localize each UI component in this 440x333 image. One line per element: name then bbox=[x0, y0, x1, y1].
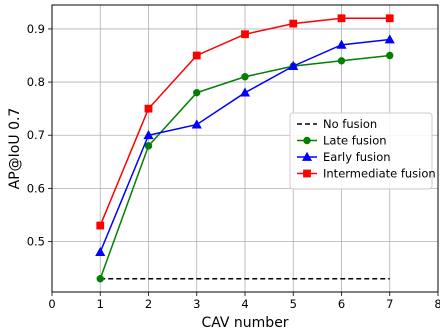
y-tick-label: 0.8 bbox=[27, 75, 45, 89]
legend-marker bbox=[303, 136, 311, 145]
legend-box bbox=[289, 112, 433, 190]
data-point bbox=[144, 104, 153, 113]
data-point bbox=[385, 14, 394, 23]
legend-item-early-fusion: Early fusion bbox=[297, 150, 391, 164]
data-point bbox=[192, 51, 201, 60]
x-tick-label: 0 bbox=[48, 297, 55, 311]
data-point bbox=[289, 19, 298, 28]
data-point bbox=[241, 30, 249, 39]
data-point bbox=[386, 51, 394, 60]
x-tick-label: 2 bbox=[145, 297, 152, 311]
data-point bbox=[239, 87, 251, 97]
data-point bbox=[384, 34, 395, 44]
legend-marker bbox=[303, 169, 311, 178]
data-point bbox=[337, 57, 346, 65]
y-axis-title: AP@IoU 0.7 bbox=[7, 108, 23, 190]
legend-marker bbox=[301, 151, 313, 161]
data-point bbox=[241, 73, 249, 81]
x-tick-label: 7 bbox=[386, 297, 393, 311]
legend-label: Intermediate fusion bbox=[323, 167, 436, 181]
y-tick-label: 0.5 bbox=[27, 235, 45, 249]
data-point bbox=[95, 246, 106, 256]
x-tick-label: 4 bbox=[241, 297, 248, 311]
data-point bbox=[288, 60, 299, 70]
legend-label: Early fusion bbox=[323, 150, 391, 164]
legend: No fusion Late fusion Early fusion Intermed… bbox=[289, 112, 436, 190]
y-tick-label: 0.9 bbox=[27, 22, 45, 36]
data-point bbox=[96, 221, 105, 230]
legend-label: Late fusion bbox=[323, 134, 387, 148]
data-point bbox=[144, 142, 153, 150]
x-tick-label: 5 bbox=[290, 297, 297, 311]
data-point bbox=[337, 14, 346, 23]
y-tick-label: 0.7 bbox=[27, 128, 45, 142]
y-tick-label: 0.6 bbox=[27, 181, 45, 195]
data-point bbox=[96, 275, 104, 283]
series-early-fusion bbox=[95, 34, 395, 256]
legend-item-no-fusion: No fusion bbox=[297, 117, 377, 131]
series-layer bbox=[95, 14, 395, 283]
x-axis-title: CAV number bbox=[201, 315, 288, 331]
x-tick-label: 1 bbox=[97, 297, 104, 311]
data-point bbox=[193, 88, 201, 97]
data-point bbox=[143, 129, 154, 140]
legend-item-intermediate-fusion: Intermediate fusion bbox=[297, 167, 436, 181]
x-tick-label: 6 bbox=[338, 297, 345, 311]
x-tick-label: 3 bbox=[193, 297, 200, 311]
legend-item-late-fusion: Late fusion bbox=[297, 134, 387, 148]
legend-label: No fusion bbox=[323, 117, 377, 131]
data-point bbox=[191, 119, 202, 129]
ticks: 0 1 2 3 4 5 6 7 8 0.5 0.6 0.7 0.8 0.9 bbox=[27, 22, 440, 311]
data-point bbox=[336, 39, 347, 49]
series-intermediate-fusion bbox=[96, 14, 394, 230]
x-tick-label: 8 bbox=[434, 297, 440, 311]
